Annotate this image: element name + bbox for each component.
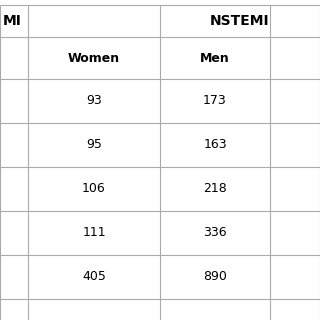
Text: NSTEMI: NSTEMI: [210, 14, 270, 28]
Text: 93: 93: [86, 94, 102, 108]
Text: 405: 405: [82, 270, 106, 284]
Text: 163: 163: [203, 139, 227, 151]
Text: MI: MI: [3, 14, 22, 28]
Text: 218: 218: [203, 182, 227, 196]
Text: 890: 890: [203, 270, 227, 284]
Text: Men: Men: [200, 52, 230, 65]
Text: 336: 336: [203, 227, 227, 239]
Text: 111: 111: [82, 227, 106, 239]
Text: 106: 106: [82, 182, 106, 196]
Text: 95: 95: [86, 139, 102, 151]
Text: Women: Women: [68, 52, 120, 65]
Text: 173: 173: [203, 94, 227, 108]
